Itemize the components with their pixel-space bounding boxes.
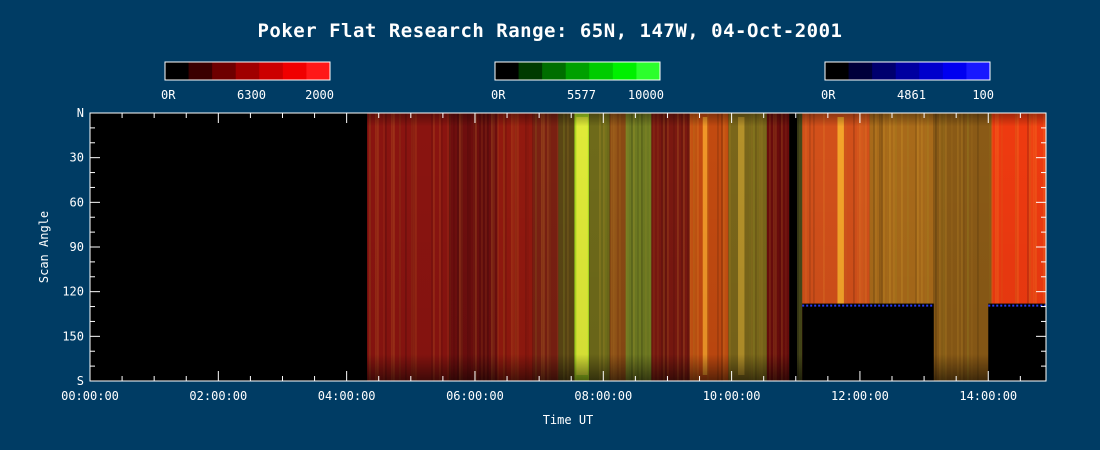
x-tick-label: 12:00:00: [831, 389, 889, 403]
colorbar-max-label: 100: [972, 88, 994, 102]
colorbar-swatch: [966, 62, 990, 80]
colorbar-swatch: [612, 62, 637, 80]
colorbar-frame: [494, 61, 661, 81]
colorbar-swatch: [518, 62, 543, 80]
x-axis-label: Time UT: [543, 413, 594, 427]
y-tick-label: 150: [62, 329, 84, 343]
colorbar-min-label: 0R: [161, 88, 176, 102]
colorbar-swatch: [919, 62, 944, 80]
chart-title: Poker Flat Research Range: 65N, 147W, 04…: [257, 20, 842, 42]
colorbar-name-label: 6300: [237, 88, 266, 102]
plot-area: [89, 112, 1047, 382]
y-axis-label: Scan Angle: [37, 211, 51, 283]
y-tick-label: S: [77, 374, 84, 388]
colorbar-name-label: 4861: [897, 88, 926, 102]
colorbar-min-label: 0R: [821, 88, 836, 102]
colorbar-swatch: [542, 62, 567, 80]
colorbar-swatch: [165, 62, 190, 80]
colorbar-swatch: [895, 62, 920, 80]
colorbar-swatch: [825, 62, 850, 80]
x-tick-label: 06:00:00: [446, 389, 504, 403]
x-tick-label: 08:00:00: [574, 389, 632, 403]
x-tick-label: 14:00:00: [959, 389, 1017, 403]
colorbar-swatch: [282, 62, 307, 80]
colorbar-swatch: [565, 62, 590, 80]
colorbar-max-label: 10000: [628, 88, 664, 102]
plot-shading: [90, 113, 1046, 381]
x-tick-label: 00:00:00: [61, 389, 119, 403]
colorbar-4861: 0R 4861 100: [821, 61, 994, 102]
colorbar-swatch: [259, 62, 284, 80]
colorbar-max-label: 2000: [305, 88, 334, 102]
y-tick-label: 90: [70, 240, 84, 254]
y-axis: N 30 60 90 120 150 S: [62, 106, 1046, 388]
x-axis: 00:00:00 02:00:00 04:00:00 06:00:00 08:00:00…: [61, 113, 1021, 403]
colorbar-swatch: [589, 62, 614, 80]
colorbar-swatch: [636, 62, 660, 80]
y-tick-label: N: [77, 106, 84, 120]
colorbar-6300: 0R 6300 2000: [161, 61, 334, 102]
x-tick-label: 02:00:00: [189, 389, 247, 403]
colorbar-swatch: [212, 62, 237, 80]
colorbar-swatch: [188, 62, 213, 80]
colorbar-swatch: [848, 62, 873, 80]
colorbar-frame: [164, 61, 331, 81]
y-tick-label: 120: [62, 285, 84, 299]
colorbar-5577: 0R 5577 10000: [491, 61, 664, 102]
x-tick-label: 10:00:00: [703, 389, 761, 403]
colorbar-swatch: [495, 62, 520, 80]
colorbar-swatch: [235, 62, 260, 80]
y-tick-label: 60: [70, 195, 84, 209]
colorbar-name-label: 5577: [567, 88, 596, 102]
colorbar-swatch: [872, 62, 897, 80]
x-tick-label: 04:00:00: [318, 389, 376, 403]
colorbar-swatch: [942, 62, 967, 80]
y-tick-label: 30: [70, 151, 84, 165]
colorbar-min-label: 0R: [491, 88, 506, 102]
colorbars: 0R 6300 2000 0R 5577 10000 0R 4861 100: [161, 61, 994, 102]
colorbar-frame: [824, 61, 991, 81]
colorbar-swatch: [306, 62, 330, 80]
